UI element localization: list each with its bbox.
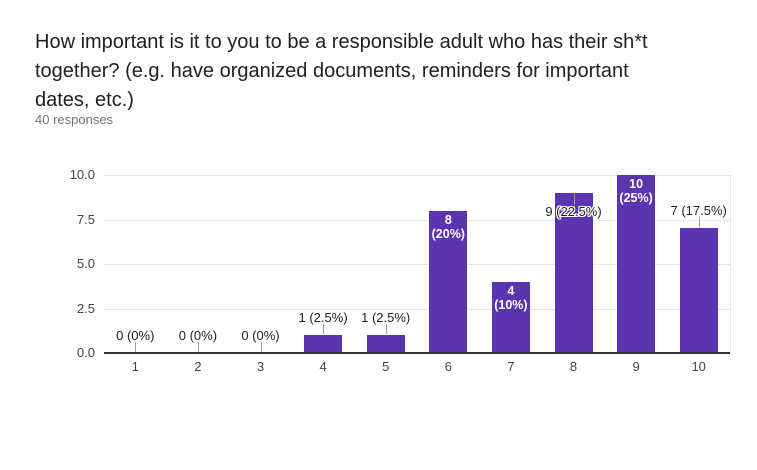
gridline	[104, 308, 730, 310]
bar[interactable]	[304, 335, 343, 353]
bar[interactable]	[491, 281, 530, 353]
bar[interactable]	[366, 335, 405, 353]
gridline	[104, 219, 730, 221]
bar-value-label: 10 (25%)	[606, 177, 666, 205]
y-axis-tick-label: 5.0	[76, 256, 95, 271]
bar-value-label: 1 (2.5%)	[361, 310, 411, 326]
bar-value-label: 9 (22.5%)	[545, 203, 602, 219]
x-axis-tick-label: 3	[256, 359, 265, 374]
bar-value-count: 4	[507, 283, 515, 298]
label-connector	[385, 324, 387, 335]
bar-value-label: 0 (0%)	[116, 328, 155, 343]
x-axis-tick-label: 9	[632, 359, 640, 374]
plot-right-border	[730, 175, 731, 353]
bar-value-count: 10	[629, 177, 644, 191]
y-axis-tick-label: 2.5	[76, 300, 95, 316]
x-axis-line	[104, 352, 730, 354]
label-connector	[135, 342, 137, 352]
x-axis-tick-label: 4	[319, 359, 327, 374]
label-connector	[573, 192, 575, 205]
label-connector	[260, 342, 262, 352]
bar-value-count: 8	[444, 212, 452, 227]
page-title-line: How important is it to you to be a respo…	[35, 31, 648, 53]
y-axis-tick-label: 10.0	[69, 167, 95, 182]
x-axis-tick-label: 10	[691, 359, 706, 374]
label-connector	[698, 217, 700, 228]
bar-value-label: 0 (0%)	[178, 328, 218, 343]
bar[interactable]	[429, 210, 468, 353]
page-title-line: dates, etc.)	[35, 89, 134, 111]
bar-value-label: 1 (2.5%)	[298, 310, 348, 326]
label-connector	[197, 342, 199, 352]
bar-value-label: 0 (0%)	[241, 328, 280, 343]
bar-value-percent: (20%)	[431, 226, 465, 241]
bar[interactable]	[617, 175, 656, 353]
gridline	[104, 264, 730, 265]
x-axis-tick-label: 8	[569, 359, 578, 374]
bar-value-percent: (25%)	[619, 191, 653, 205]
page-title: How important is it to you to be a respo…	[35, 28, 725, 115]
bar-value-label: 8 (20%)	[418, 213, 478, 241]
bar-value-percent: (10%)	[494, 297, 528, 312]
y-axis-tick-label: 0.0	[76, 345, 95, 360]
x-axis-tick-label: 2	[194, 359, 202, 374]
page-title-line: together? (e.g. have organized documents…	[35, 60, 629, 82]
gridline	[104, 175, 730, 176]
x-axis-tick-label: 5	[382, 359, 390, 374]
bar-value-label: 7 (17.5%)	[670, 203, 727, 219]
x-axis-tick-label: 6	[444, 359, 452, 374]
response-count: 40 responses	[35, 112, 114, 127]
x-axis-tick-label: 1	[131, 359, 139, 374]
bar-value-label: 4 (10%)	[481, 284, 541, 312]
bar[interactable]	[679, 228, 718, 353]
x-axis-tick-label: 7	[507, 359, 515, 374]
label-connector	[323, 324, 325, 335]
y-axis-tick-label: 7.5	[76, 211, 95, 227]
bar[interactable]	[554, 192, 593, 353]
